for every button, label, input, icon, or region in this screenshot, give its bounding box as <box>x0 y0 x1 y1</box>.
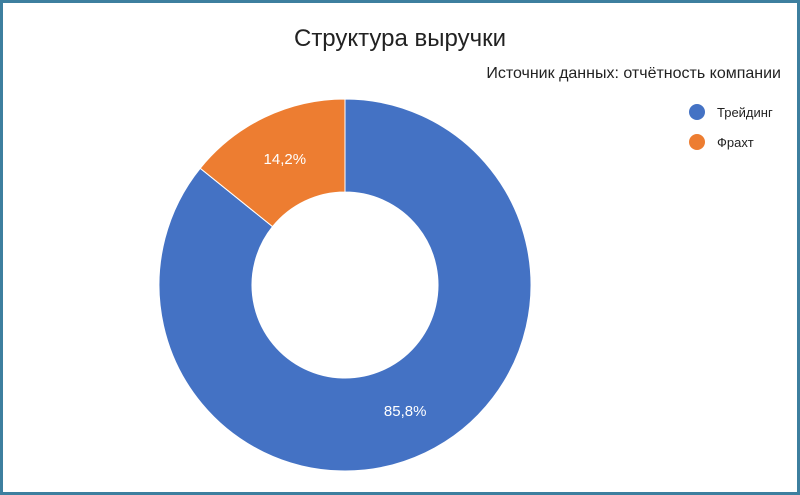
slice-trading[interactable] <box>158 98 532 472</box>
legend-swatch-freight <box>689 134 705 150</box>
donut-chart: 85,8% 14,2% <box>158 98 532 472</box>
slice-freight[interactable] <box>199 98 346 228</box>
chart-title: Структура выручки <box>293 25 506 52</box>
legend-item-trading[interactable]: Трейдинг <box>689 97 773 127</box>
legend-label-freight: Фрахт <box>717 134 754 150</box>
legend-swatch-trading <box>689 104 705 120</box>
slice-label-freight: 14,2% <box>264 151 307 168</box>
chart-subtitle: Источник данных: отчётность компании <box>486 65 781 82</box>
chart-legend: Трейдинг Фрахт <box>689 97 773 157</box>
slice-label-trading: 85,8% <box>384 403 427 420</box>
legend-item-freight[interactable]: Фрахт <box>689 127 773 157</box>
legend-label-trading: Трейдинг <box>717 104 773 120</box>
